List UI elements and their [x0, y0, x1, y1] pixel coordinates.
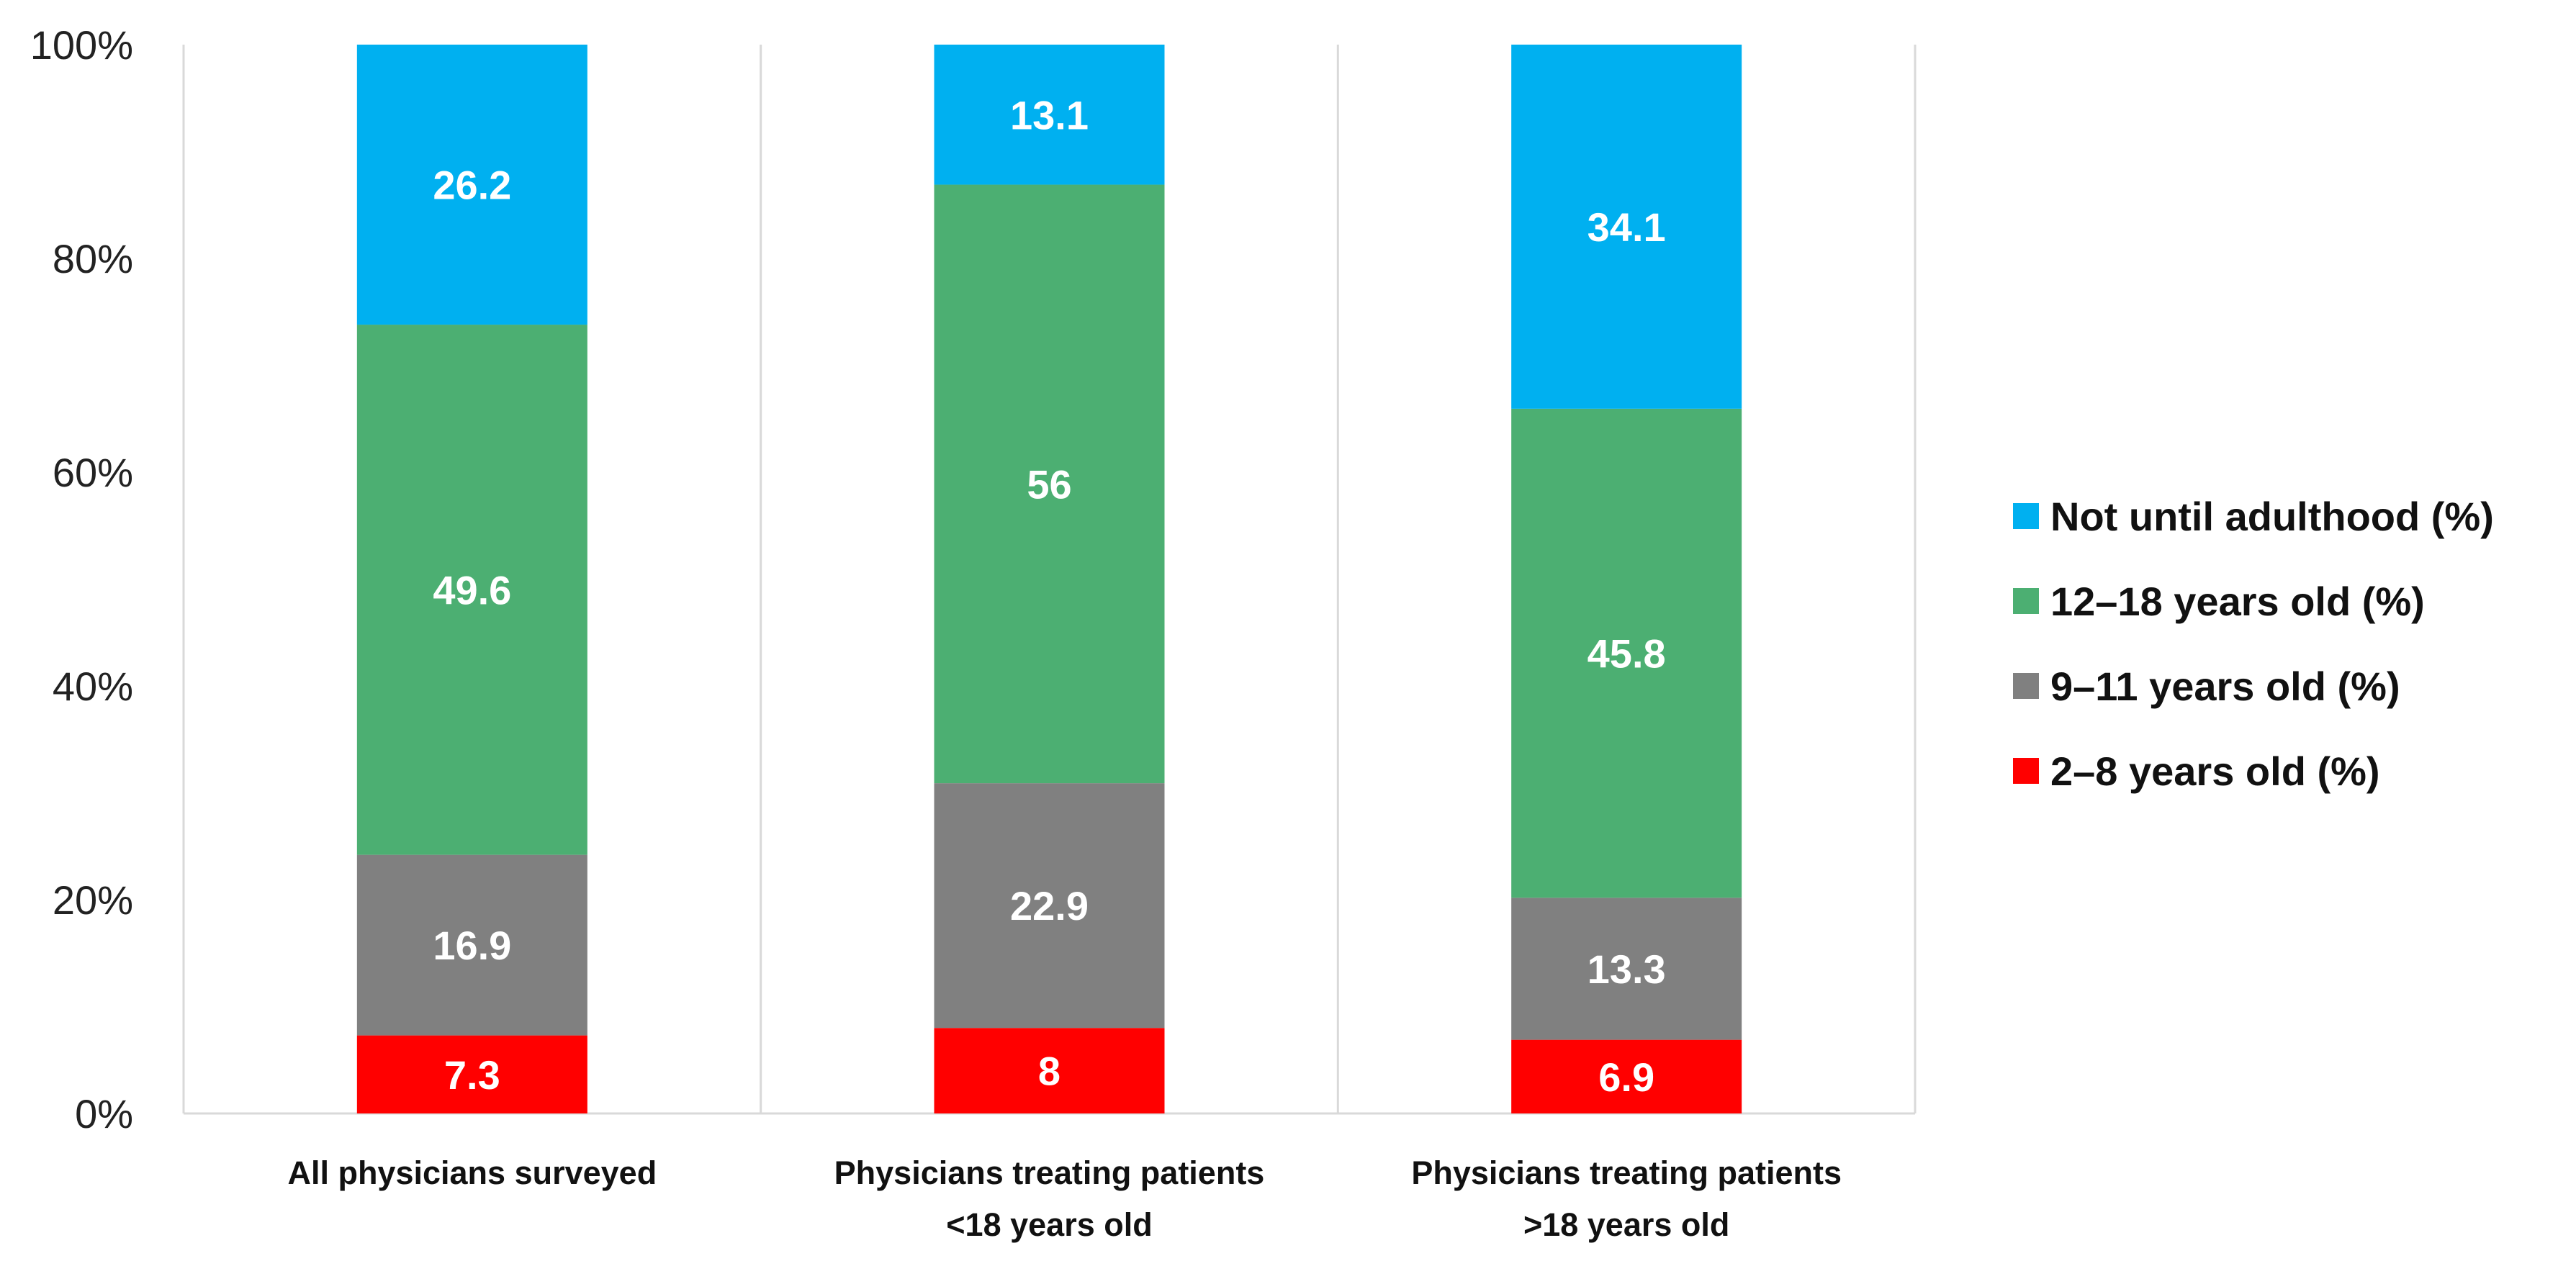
legend-label: Not until adulthood (%): [2050, 493, 2494, 539]
bar-segment: [934, 184, 1165, 784]
bar-segment: [356, 325, 587, 855]
data-label: 16.9: [433, 923, 511, 968]
data-label: 26.2: [433, 163, 511, 208]
data-label: 13.1: [1010, 92, 1089, 137]
data-label: 13.3: [1588, 946, 1666, 992]
data-label: 56: [1027, 461, 1071, 507]
legend-swatch: [2013, 758, 2039, 784]
data-label: 6.9: [1598, 1054, 1654, 1100]
legend-label: 9–11 years old (%): [2050, 663, 2400, 709]
bar-segment: [356, 45, 587, 325]
data-label: 22.9: [1010, 883, 1089, 928]
y-tick-label: 20%: [53, 877, 133, 923]
bar-segment: [934, 1028, 1165, 1113]
category-label: >18 years old: [1523, 1206, 1729, 1243]
data-label: 8: [1038, 1049, 1060, 1094]
y-tick-label: 60%: [53, 450, 133, 495]
legend-label: 12–18 years old (%): [2050, 578, 2425, 624]
bar-segment: [356, 1035, 587, 1113]
category-label: All physicians surveyed: [287, 1154, 657, 1191]
bar-segment: [934, 783, 1165, 1029]
bar-segment: [1511, 1039, 1742, 1113]
legend-item: 9–11 years old (%): [2013, 643, 2494, 728]
bar-segment: [1511, 898, 1742, 1040]
bar-segments: 7.3 16.9 49.6 26.2 8 22.9 56 13.1 6.9 13.3 45.8 34.…: [356, 45, 1742, 1113]
legend-item: 12–18 years old (%): [2013, 559, 2494, 643]
bar-segment: [934, 45, 1165, 185]
y-tick-label: 100%: [30, 22, 133, 68]
y-tick-label: 80%: [53, 236, 133, 281]
legend: Not until adulthood (%) 12–18 years old (…: [2013, 474, 2494, 813]
y-tick-label: 40%: [53, 664, 133, 709]
legend-swatch: [2013, 673, 2039, 699]
y-tick-label: 0%: [75, 1091, 133, 1136]
category-label: <18 years old: [946, 1206, 1152, 1243]
category-label: Physicians treating patients: [1411, 1154, 1842, 1191]
category-label: Physicians treating patients: [834, 1154, 1265, 1191]
bar-segment: [1511, 45, 1742, 409]
y-axis: 0% 20% 40% 60% 80% 100%: [30, 22, 133, 1136]
bar-segment: [1511, 408, 1742, 898]
legend-item: 2–8 years old (%): [2013, 728, 2494, 813]
legend-label: 2–8 years old (%): [2050, 748, 2380, 794]
data-label: 7.3: [444, 1052, 500, 1098]
bar-segment: [356, 854, 587, 1036]
legend-swatch: [2013, 503, 2039, 529]
x-axis-category-labels: All physicians surveyed Physicians treati…: [287, 1154, 1842, 1243]
legend-item: Not until adulthood (%): [2013, 474, 2494, 559]
legend-swatch: [2013, 588, 2039, 614]
data-label: 49.6: [433, 567, 511, 613]
data-label: 45.8: [1588, 631, 1666, 677]
data-label: 34.1: [1588, 204, 1666, 250]
